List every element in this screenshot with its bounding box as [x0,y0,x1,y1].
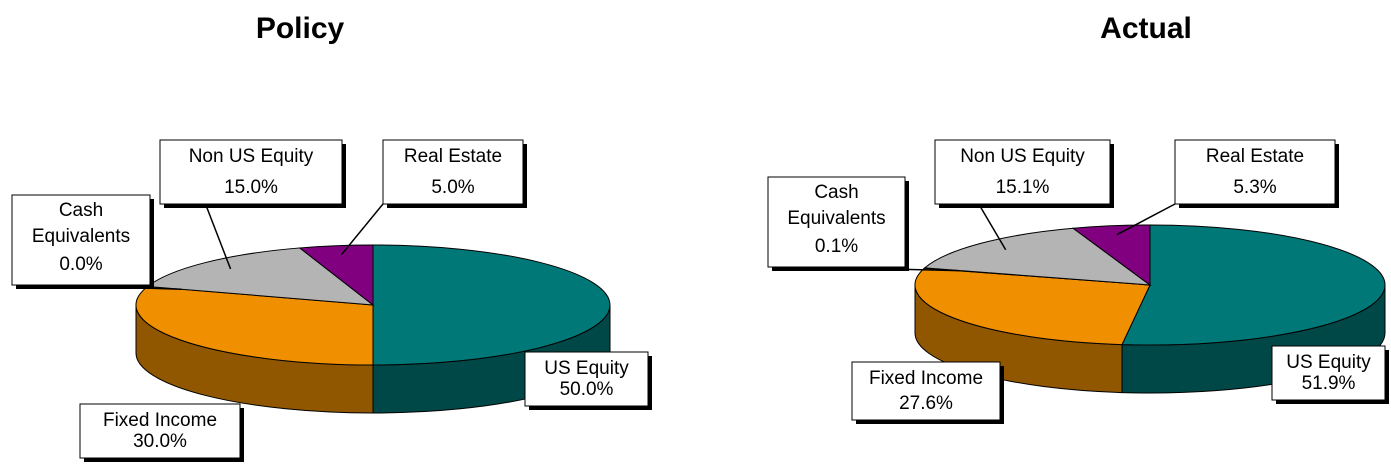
label-box [851,361,1001,421]
pie-slice [1121,224,1386,346]
label-category: Real Estate [1206,146,1304,167]
pie-slice [135,285,374,366]
label-category: Fixed Income [103,410,217,431]
label-category: Non US Equity [189,146,314,167]
leader-line [340,203,384,256]
pie-slice [146,247,375,306]
pie-slice [298,244,374,307]
chart-title: Actual [1100,12,1192,45]
label-value: 0.1% [815,236,858,257]
label-category: Real Estate [404,146,502,167]
label-category: Non US Equity [960,146,1085,167]
label-category: US Equity [1286,352,1371,373]
pie-slice [372,244,611,366]
label-value: 30.0% [133,431,187,452]
label-value: 27.6% [899,393,953,414]
label-value: 15.0% [224,177,278,198]
label-value: 50.0% [560,379,614,400]
label-box [1174,139,1336,205]
label-value: 15.1% [996,177,1050,198]
label-value: 5.0% [431,177,474,198]
leader-line [204,203,232,270]
label-box [524,351,649,407]
pie-slice [914,267,1151,346]
label-category: Cash Equivalents [787,182,885,229]
pie-slice [1071,224,1151,286]
label-box [382,139,524,205]
label-category: Fixed Income [869,368,983,389]
label-value: 51.9% [1302,373,1356,394]
label-box [1271,345,1386,401]
pie-tops [135,244,611,366]
label-box [767,176,906,268]
pie-slice [923,227,1152,286]
label-category: US Equity [544,358,629,379]
chart-title: Policy [256,12,345,45]
label-box [159,139,343,205]
pie-tops [914,224,1386,346]
leader-line [978,203,1007,251]
label-box [934,139,1111,205]
label-category: Cash Equivalents [32,200,130,247]
label-box [79,403,241,459]
leader-line [1116,203,1176,236]
label-value: 0.0% [59,254,102,275]
label-value: 5.3% [1233,177,1276,198]
label-box [11,194,151,286]
